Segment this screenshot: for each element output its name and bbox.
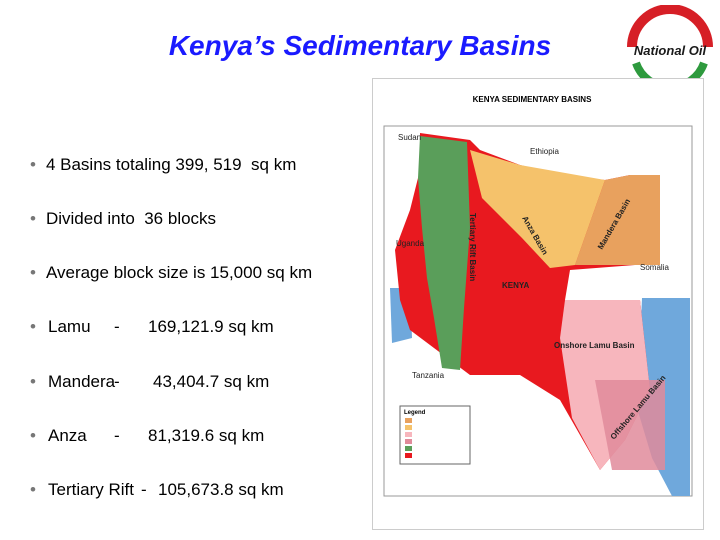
country-label: Sudan <box>398 133 421 142</box>
basin-name: Mandera <box>48 372 116 391</box>
logo-arc <box>632 61 708 85</box>
bullet-text: Average block size is 15,000 sq km <box>45 263 313 282</box>
tertiary-rift-basin <box>418 136 470 370</box>
logo-text: National Oil <box>634 43 707 58</box>
basin-sep: - <box>114 372 120 391</box>
basin-sep: - <box>141 480 147 499</box>
legend-title: Legend <box>404 410 426 416</box>
bullet: Tertiary Rift-105,673.8 sq km <box>30 480 330 500</box>
mandera-basin <box>575 175 660 265</box>
basin-name: Lamu <box>48 317 91 336</box>
country-label: Somalia <box>640 263 669 272</box>
basin-name: Anza <box>48 426 87 445</box>
legend-swatch <box>405 418 412 423</box>
country-label: Tanzania <box>412 371 445 380</box>
legend-swatch <box>405 453 412 458</box>
legend-swatch <box>405 446 412 451</box>
bullet: Anza - 81,319.6 sq km <box>30 426 330 446</box>
map-title: KENYA SEDIMENTARY BASINS <box>473 95 593 104</box>
anza-basin <box>470 150 605 268</box>
basin-label: Onshore Lamu Basin <box>554 341 635 350</box>
bullet-text: 4 Basins totaling 399, 519 sq km <box>45 155 297 174</box>
basin-label: Tertiary Rift Basin <box>468 213 477 281</box>
country-label: Uganda <box>396 239 425 248</box>
bullet: 4 Basins totaling 399, 519 sq km <box>30 155 296 175</box>
bullet: Mandera- 43,404.7 sq km <box>30 372 330 392</box>
offshore-lamu-basin <box>595 380 665 470</box>
basin-name: Tertiary Rift <box>48 480 134 499</box>
country-label: KENYA <box>502 281 529 290</box>
basin-sep: - <box>114 426 120 445</box>
legend-swatch <box>405 439 412 444</box>
legend-swatch <box>405 425 412 430</box>
map: KENYA SEDIMENTARY BASINS Sudan Ethiopia … <box>372 78 704 530</box>
bullet: Divided into 36 blocks <box>30 209 216 229</box>
logo-arc <box>627 5 713 48</box>
basin-area: 43,404.7 sq km <box>153 372 270 391</box>
basin-sep: - <box>114 317 120 336</box>
bullet: Average block size is 15,000 sq km <box>30 263 312 283</box>
basin-area: 105,673.8 sq km <box>158 480 284 499</box>
bullet-text: Divided into 36 blocks <box>45 209 217 228</box>
logo: National Oil <box>627 5 713 85</box>
slide-title: Kenya’s Sedimentary Basins <box>168 30 552 61</box>
country-label: Ethiopia <box>530 147 559 156</box>
legend-swatch <box>405 432 412 437</box>
basin-area: 81,319.6 sq km <box>148 426 265 445</box>
basin-area: 169,121.9 sq km <box>148 317 274 336</box>
bullet: Lamu - 169,121.9 sq km <box>30 317 330 337</box>
